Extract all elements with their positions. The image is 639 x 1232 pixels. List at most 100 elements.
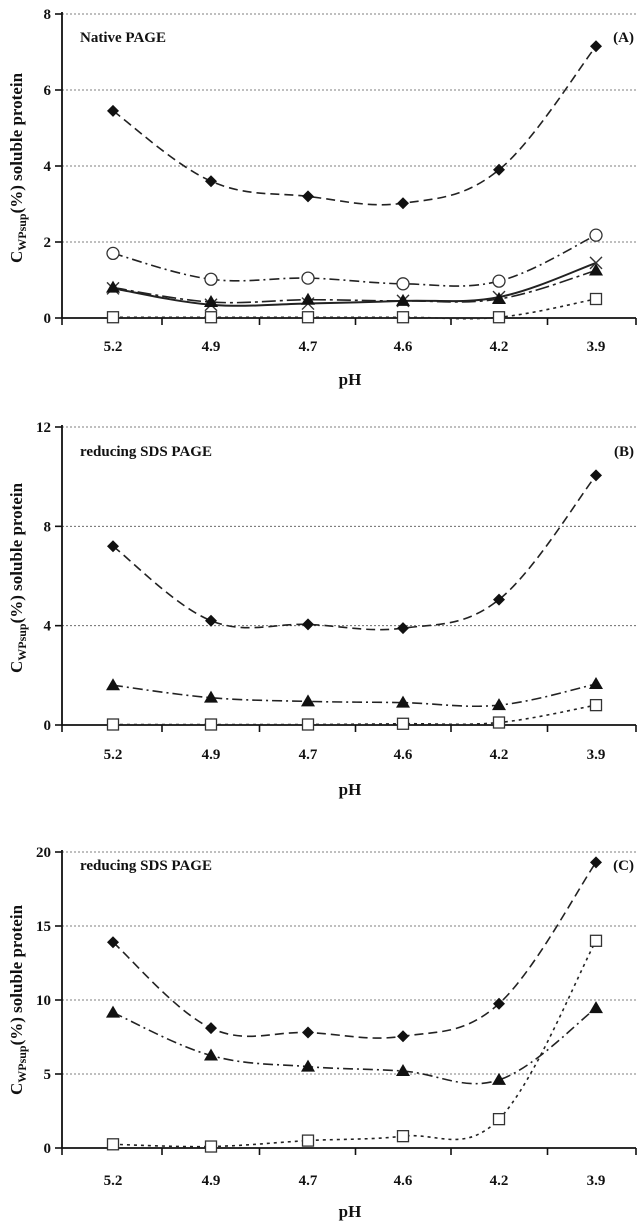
data-point-diamond-filled	[590, 469, 602, 482]
series-cross	[106, 256, 603, 312]
data-point-triangle-filled	[396, 293, 410, 306]
data-point-diamond-filled	[205, 1022, 217, 1035]
data-point-square-open	[492, 1112, 506, 1126]
panel-title: Native PAGE	[80, 30, 166, 46]
series-line	[112, 261, 597, 307]
y-tick-label: 4	[44, 159, 52, 175]
y-tick-label: 8	[44, 519, 52, 535]
series-line	[112, 45, 597, 206]
data-point-triangle-filled	[204, 690, 218, 703]
data-point-triangle-filled	[204, 295, 218, 308]
x-axis-label: pH	[339, 370, 362, 389]
data-point-circle-open	[589, 228, 603, 242]
y-axis-label-subscript: WPsup	[15, 213, 29, 251]
y-tick-label: 8	[44, 7, 52, 23]
series-line	[112, 474, 597, 631]
x-tick-label: 5.2	[104, 339, 123, 355]
data-point-triangle-filled	[204, 1048, 218, 1061]
data-point-diamond-filled	[302, 190, 314, 203]
data-point-square-open	[301, 1134, 315, 1147]
y-tick-label: 4	[44, 619, 52, 635]
y-axis-label-c: C	[7, 251, 26, 263]
data-point-square-open	[204, 1140, 218, 1153]
y-tick-label: 15	[36, 919, 51, 935]
data-point-diamond-filled	[493, 593, 505, 606]
x-tick-label: 5.2	[104, 1173, 123, 1189]
series-circle-open	[106, 228, 603, 291]
data-point-square-open	[396, 1130, 410, 1143]
data-point-square-open	[106, 718, 120, 731]
series-line	[112, 1007, 597, 1085]
data-point-square-open	[589, 698, 603, 712]
data-point-diamond-filled	[107, 540, 119, 553]
data-point-circle-open	[396, 277, 410, 291]
y-tick-label: 0	[44, 1141, 52, 1157]
data-point-square-open	[589, 292, 603, 306]
chart-panel-c: 0 5 10 15 20 5.2 4.9 4.7 4.6 4.2 3.9 reducing SDS P…	[7, 845, 637, 1221]
data-point-triangle-filled	[106, 1005, 120, 1018]
data-point-square-open	[106, 1138, 120, 1151]
panel-title: reducing SDS PAGE	[80, 444, 212, 460]
series-diamond-filled	[107, 40, 602, 210]
data-point-circle-open	[301, 271, 315, 285]
data-point-triangle-filled	[492, 1072, 506, 1085]
data-point-diamond-filled	[493, 163, 505, 176]
x-tick-label: 4.9	[202, 1173, 221, 1189]
series-triangle-filled	[106, 677, 603, 711]
data-point-diamond-filled	[397, 197, 409, 210]
x-tick-label: 4.9	[202, 339, 221, 355]
x-tick-label: 5.2	[104, 747, 123, 763]
data-point-diamond-filled	[493, 997, 505, 1010]
y-tick-label: 6	[44, 83, 52, 99]
y-tick-label: 5	[44, 1067, 52, 1083]
y-axis-label: CWPsup(%) soluble protein	[7, 904, 29, 1095]
series-diamond-filled	[107, 469, 602, 635]
series-triangle-filled	[106, 263, 603, 308]
data-point-diamond-filled	[107, 104, 119, 117]
y-axis-label-subscript: WPsup	[15, 1045, 29, 1083]
data-point-square-open	[204, 311, 218, 324]
data-point-triangle-filled	[492, 698, 506, 711]
x-tick-label: 4.9	[202, 747, 221, 763]
y-axis-label-rest: (%) soluble protein	[7, 904, 26, 1045]
series-line	[112, 861, 597, 1039]
data-point-square-open	[301, 311, 315, 324]
x-axis-label: pH	[339, 780, 362, 799]
series-line	[113, 704, 597, 726]
y-axis-label: CWPsup(%) soluble protein	[7, 482, 29, 673]
y-tick-label: 0	[44, 311, 52, 327]
chart-panel-a: 0 2 4 6 8 5.2 4.9 4.7 4.6 4.2 3.9 Native PAGE (A) pH C…	[7, 7, 637, 389]
data-point-triangle-filled	[301, 1059, 315, 1072]
data-point-triangle-filled	[589, 677, 603, 690]
data-point-square-open	[492, 716, 506, 729]
x-tick-label: 3.9	[587, 339, 606, 355]
data-point-diamond-filled	[302, 1026, 314, 1039]
x-tick-label: 3.9	[587, 1173, 606, 1189]
x-tick-label: 4.6	[394, 1173, 413, 1189]
series-line	[112, 269, 597, 304]
series-line	[112, 234, 597, 287]
panel-label: (B)	[614, 444, 634, 460]
x-axis-label: pH	[339, 1202, 362, 1221]
data-point-diamond-filled	[107, 936, 119, 949]
series-line	[112, 940, 597, 1148]
data-point-square-open	[106, 311, 120, 324]
x-tick-label: 4.2	[490, 747, 509, 763]
series-diamond-filled	[107, 856, 602, 1043]
data-point-triangle-filled	[301, 292, 315, 305]
data-point-square-open	[204, 718, 218, 731]
y-tick-label: 10	[36, 993, 51, 1009]
data-point-square-open	[396, 311, 410, 324]
data-point-cross	[589, 256, 603, 270]
y-axis-label-rest: (%) soluble protein	[7, 72, 26, 213]
data-point-diamond-filled	[397, 1030, 409, 1043]
data-point-triangle-filled	[301, 694, 315, 707]
series-square-open	[106, 292, 603, 324]
data-point-triangle-filled	[396, 1064, 410, 1077]
data-point-diamond-filled	[205, 614, 217, 627]
x-tick-label: 4.6	[394, 339, 413, 355]
data-point-diamond-filled	[205, 175, 217, 188]
x-tick-label: 4.7	[299, 339, 318, 355]
data-point-square-open	[589, 934, 603, 947]
